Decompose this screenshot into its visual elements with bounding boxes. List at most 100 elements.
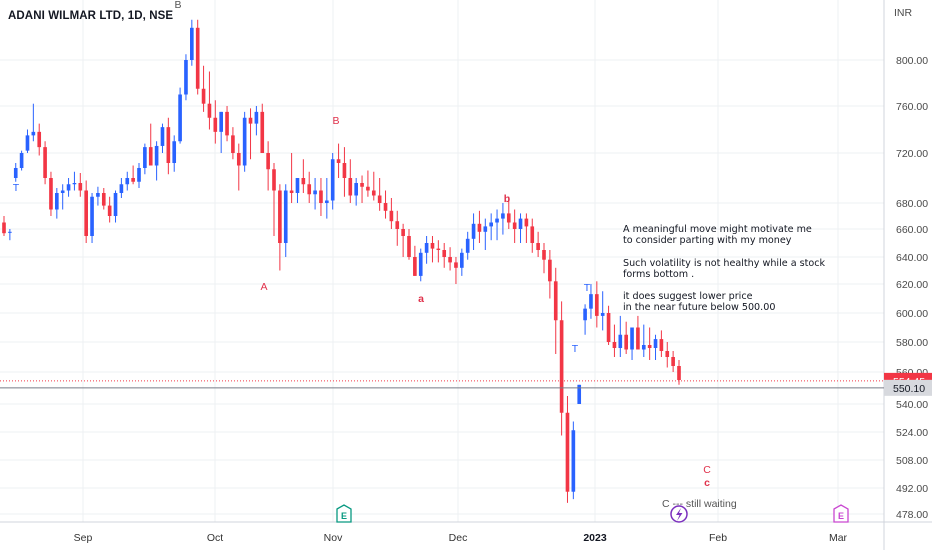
candle-body xyxy=(37,131,42,148)
candle-body xyxy=(295,178,300,193)
candle-body xyxy=(72,183,77,185)
candle-body xyxy=(395,221,400,229)
candle-body xyxy=(84,190,88,236)
candle-body xyxy=(60,190,65,193)
candle-body xyxy=(342,163,347,178)
currency-label: INR xyxy=(894,7,913,19)
y-tick-label: 620.00 xyxy=(896,279,928,291)
candle-body xyxy=(178,94,182,142)
candle-body xyxy=(330,159,335,201)
y-tick-label: 640.00 xyxy=(896,252,928,264)
candle-body xyxy=(336,159,341,163)
candle-body xyxy=(418,252,423,276)
candle-body xyxy=(101,193,106,206)
candle-body xyxy=(383,203,388,211)
x-tick-label: Feb xyxy=(709,532,727,544)
candle-body xyxy=(665,351,670,357)
y-tick-label: 508.00 xyxy=(896,455,928,467)
chart-title: ADANI WILMAR LTD, 1D, NSE xyxy=(8,10,174,22)
candle-body xyxy=(119,184,124,193)
candle-body xyxy=(360,183,364,187)
candle-body xyxy=(90,196,94,236)
wave-label: A xyxy=(260,281,267,293)
x-tick-label: Sep xyxy=(74,532,93,544)
earnings-marker-label: E xyxy=(341,511,347,521)
earnings-marker-icon xyxy=(336,504,352,523)
candle-body xyxy=(8,231,12,233)
lightning-icon xyxy=(676,508,683,521)
candle-body xyxy=(207,103,212,118)
price-label-text: 550.10 xyxy=(893,383,925,395)
candle-body xyxy=(49,178,53,210)
candle-body xyxy=(589,294,593,309)
candle-body xyxy=(401,229,405,236)
y-tick-label: 720.00 xyxy=(896,148,928,160)
candle-body xyxy=(242,117,247,166)
candle-body xyxy=(278,190,282,243)
candle-body xyxy=(225,111,229,136)
candle-body xyxy=(325,200,329,203)
candle-body xyxy=(143,147,147,168)
candle-body xyxy=(348,178,353,196)
candle-body xyxy=(460,252,464,268)
candle-body xyxy=(501,213,505,219)
candle-body xyxy=(66,184,71,191)
y-tick-label: 760.00 xyxy=(896,101,928,113)
candle-body xyxy=(354,183,358,196)
candle-body xyxy=(618,334,623,348)
earnings-marker-label: E xyxy=(838,511,844,521)
candle-body xyxy=(630,327,634,350)
candle-body xyxy=(442,250,447,257)
candle-body xyxy=(647,345,652,348)
candle-body xyxy=(236,153,241,166)
candle-body xyxy=(184,60,188,95)
candle-body xyxy=(301,178,306,185)
candle-body xyxy=(78,183,83,191)
y-tick-label: 492.00 xyxy=(896,483,928,495)
candle-body xyxy=(495,218,499,223)
y-tick-label: 800.00 xyxy=(896,55,928,67)
candle-body xyxy=(583,308,587,321)
candle-body xyxy=(530,226,535,243)
candle-body xyxy=(548,259,552,282)
y-tick-label: 540.00 xyxy=(896,399,928,411)
candle-body xyxy=(636,327,640,350)
candle-body xyxy=(137,168,141,182)
candle-body xyxy=(542,250,546,260)
candle-body xyxy=(407,236,411,257)
candle-body xyxy=(172,141,177,163)
candle-body xyxy=(213,117,218,132)
candle-body xyxy=(483,226,488,232)
candle-body xyxy=(283,190,288,243)
wave-label: C xyxy=(703,464,711,476)
candle-body xyxy=(377,195,382,203)
y-tick-label: 660.00 xyxy=(896,224,928,236)
candle-body xyxy=(424,243,429,253)
candle-body xyxy=(31,131,36,136)
candle-body xyxy=(600,313,605,316)
candle-body xyxy=(289,190,294,193)
candle-body xyxy=(677,366,681,380)
candle-body xyxy=(477,223,482,232)
x-tick-label: Dec xyxy=(449,532,468,544)
candle-body xyxy=(454,262,458,268)
wave-label: a xyxy=(418,293,424,305)
wave-label: T xyxy=(572,343,579,355)
candle-body xyxy=(624,334,628,350)
x-tick-label: Mar xyxy=(829,532,848,544)
candle-body xyxy=(371,190,376,196)
candle-body xyxy=(413,257,417,276)
candle-body xyxy=(107,205,112,216)
candle-body xyxy=(612,342,617,348)
candle-body xyxy=(641,345,646,350)
candle-body xyxy=(606,313,611,342)
y-tick-label: 524.00 xyxy=(896,427,928,439)
candle-body xyxy=(313,190,317,195)
x-tick-label: 2023 xyxy=(583,532,607,544)
candle-body xyxy=(55,193,59,210)
candle-body xyxy=(536,243,540,250)
candle-body xyxy=(307,184,312,195)
candle-body xyxy=(231,135,235,153)
